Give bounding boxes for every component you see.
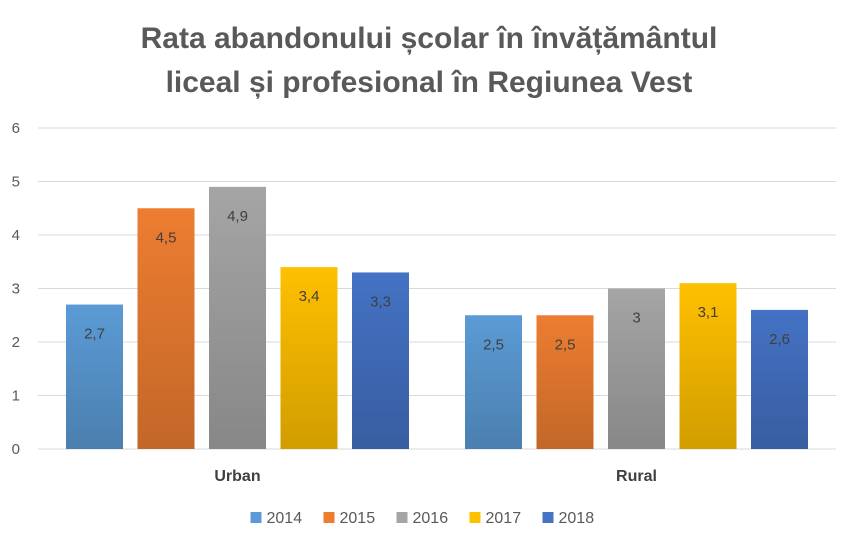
bar-rural-2017	[679, 283, 737, 449]
y-tick-label: 1	[12, 388, 20, 405]
data-label: 3,1	[698, 304, 719, 321]
category-label: Rural	[616, 468, 657, 485]
legend-swatch	[469, 512, 481, 523]
data-label: 4,9	[227, 208, 248, 225]
bar-rural-2018	[751, 309, 808, 449]
category-label: Urban	[214, 468, 260, 485]
legend-swatch	[250, 512, 262, 523]
data-label: 3,3	[370, 293, 391, 310]
data-label: 2,7	[84, 326, 105, 343]
bar-urban-2016	[209, 186, 266, 449]
data-label: 2,5	[555, 336, 576, 353]
legend-label: 2016	[413, 510, 449, 527]
category-labels: Urban Rural	[214, 468, 657, 485]
data-label: 2,6	[769, 331, 790, 348]
bar-rural-2016	[608, 288, 665, 449]
data-label: 3	[632, 310, 640, 327]
data-label: 3,4	[299, 288, 320, 305]
data-label: 2,5	[483, 336, 504, 353]
bar-urban-2018	[352, 272, 409, 449]
legend: 2014 2015 2016 2017 2018	[250, 510, 595, 527]
y-tick-label: 0	[12, 441, 20, 458]
chart-title: Rata abandonului școlar în învățământul …	[141, 22, 718, 99]
data-label: 4,5	[156, 229, 177, 246]
bar-rural-2014	[465, 315, 522, 449]
y-tick-label: 4	[12, 227, 20, 244]
legend-swatch	[396, 512, 408, 523]
bar-urban-2015	[137, 208, 195, 449]
y-axis-tick-labels: 0 1 2 3 4 5 6	[12, 120, 20, 458]
chart-title-line-1: Rata abandonului școlar în învățământul	[141, 22, 718, 55]
bar-urban-2017	[280, 267, 338, 449]
legend-label: 2017	[486, 510, 522, 527]
bar-rural-2015	[536, 315, 594, 449]
y-tick-label: 2	[12, 334, 20, 351]
y-tick-label: 6	[12, 120, 20, 137]
data-labels: 2,7 4,5 4,9 3,4 3,3 2,5 2,5 3 3,1 2,6	[84, 208, 790, 353]
legend-label: 2014	[267, 510, 303, 527]
bar-urban-2014	[66, 304, 123, 449]
chart-title-line-2: liceal și profesional în Regiunea Vest	[166, 66, 693, 99]
legend-swatch	[323, 512, 335, 523]
legend-label: 2015	[340, 510, 376, 527]
legend-swatch	[542, 512, 554, 523]
bars	[66, 186, 808, 449]
y-tick-label: 3	[12, 281, 20, 298]
y-tick-label: 5	[12, 174, 20, 191]
legend-label: 2018	[559, 510, 595, 527]
